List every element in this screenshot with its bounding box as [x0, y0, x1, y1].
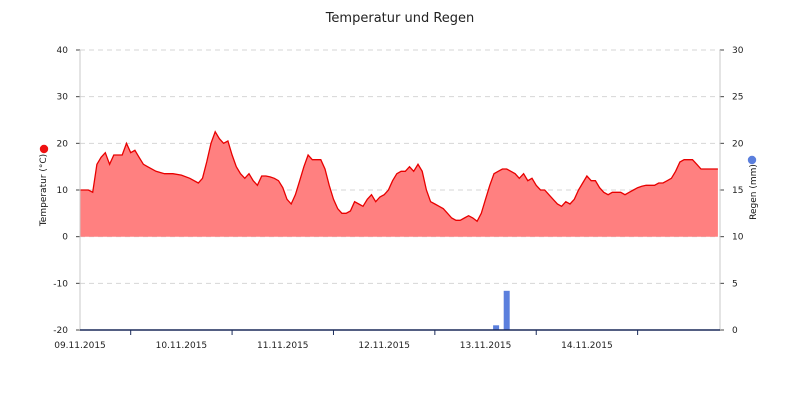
x-tick-label: 09.11.2015: [54, 341, 106, 351]
left-tick-label: 20: [57, 139, 69, 149]
left-tick-label: -20: [53, 326, 68, 336]
right-tick-label: 10: [732, 233, 744, 243]
left-tick-label: 40: [57, 46, 69, 56]
right-tick-label: 5: [732, 279, 738, 289]
right-tick-label: 25: [732, 93, 743, 103]
x-tick-label: 11.11.2015: [257, 341, 309, 351]
rain-legend-dot: [747, 155, 757, 165]
left-tick-label: 0: [62, 233, 68, 243]
rain-bar-layer: [493, 290, 510, 330]
left-axis-ticks: 40 30 20 10 0 -10 -20: [53, 46, 68, 336]
right-tick-label: 15: [732, 186, 743, 196]
x-tick-label: 12.11.2015: [358, 341, 410, 351]
left-tick-label: 10: [57, 186, 69, 196]
left-tick-label: -10: [53, 279, 68, 289]
rain-bar: [503, 290, 510, 330]
right-tick-label: 20: [732, 139, 744, 149]
temperature-line: [80, 130, 718, 223]
temperature-legend-dot: [39, 144, 49, 154]
x-tick-label: 14.11.2015: [561, 341, 613, 351]
grid-layer: [80, 49, 720, 284]
right-tick-label: 0: [732, 326, 738, 336]
right-tick-label: 30: [732, 46, 744, 56]
left-tick-label: 30: [57, 93, 69, 103]
left-axis-title: Temperatur (°C): [39, 154, 49, 227]
chart-title: Temperatur und Regen: [325, 11, 475, 26]
x-tick-label: 13.11.2015: [460, 341, 512, 351]
temperature-area-layer: [80, 130, 718, 237]
x-tick-label: 10.11.2015: [156, 341, 208, 351]
right-axis-title: Regen (mm): [749, 164, 759, 220]
rain-bar: [493, 325, 500, 330]
right-axis-ticks: 30 25 20 15 10 5 0: [732, 46, 744, 336]
x-axis-ticks: 09.11.2015 10.11.2015 11.11.2015 12.11.2015…: [54, 341, 612, 351]
temperature-area: [80, 131, 718, 237]
axis-layer: [76, 49, 724, 335]
